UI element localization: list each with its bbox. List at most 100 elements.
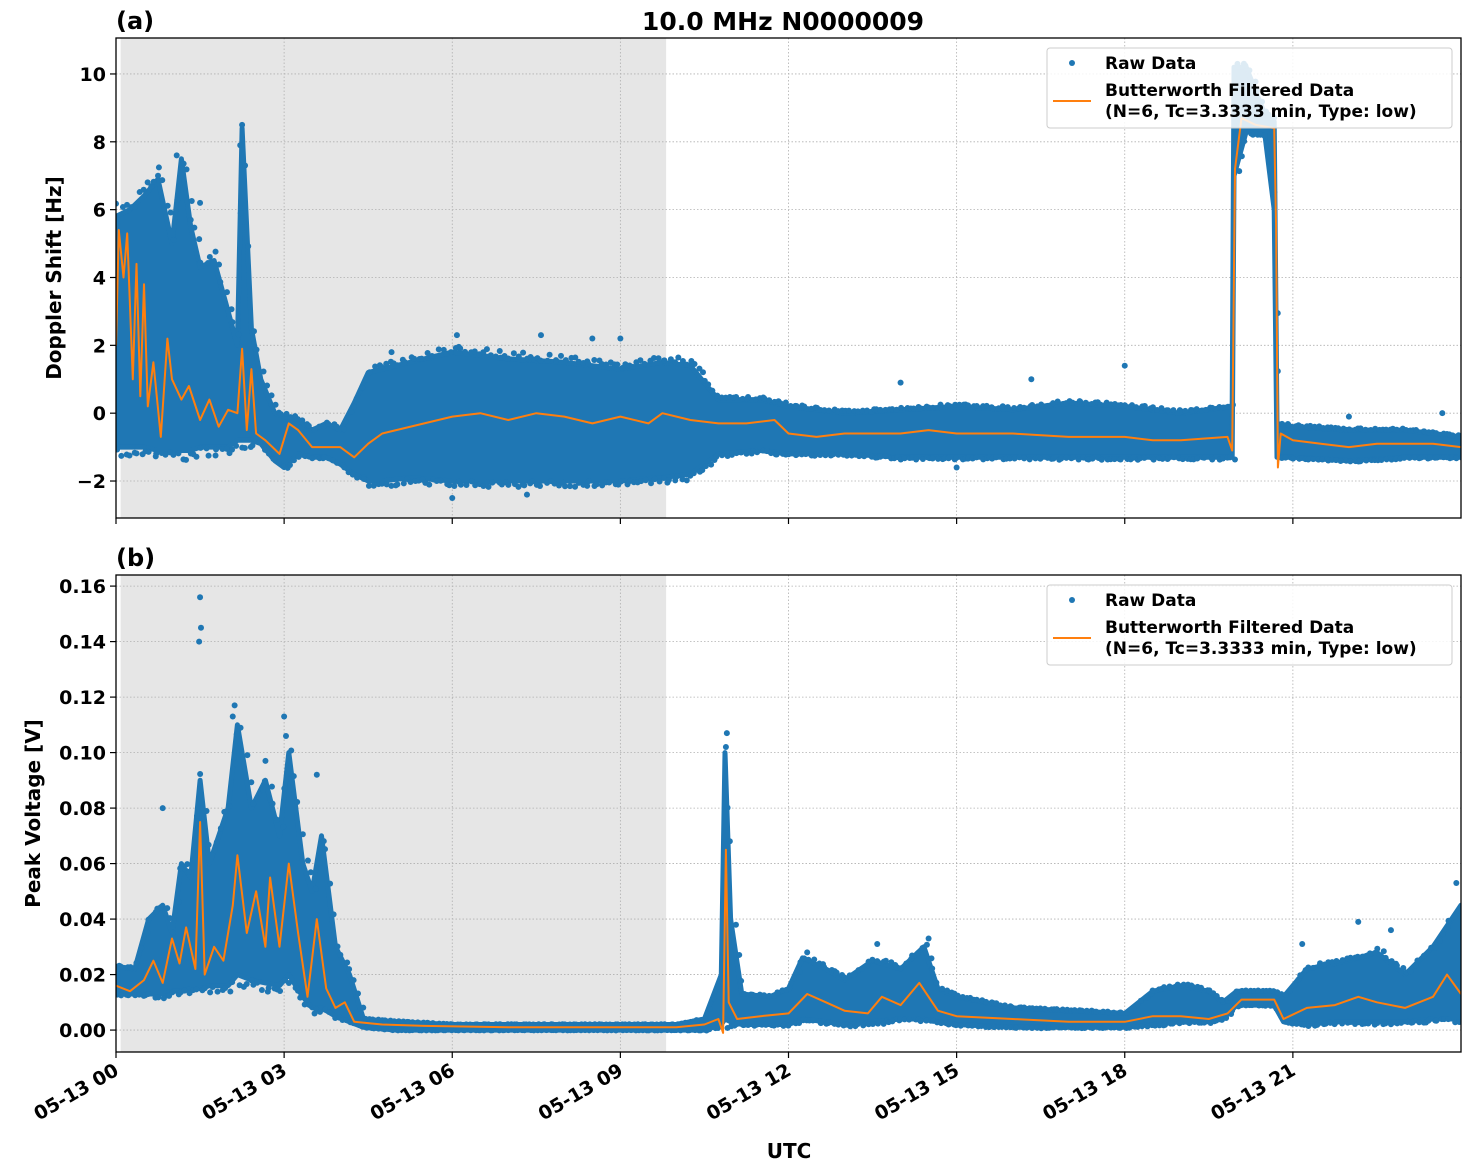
raw-data-point: [1179, 456, 1186, 463]
raw-data-point: [272, 401, 279, 408]
raw-data-point: [305, 422, 312, 429]
raw-data-point: [369, 1016, 376, 1023]
raw-data-point: [745, 394, 752, 401]
raw-data-point: [204, 260, 211, 267]
raw-data-point: [1382, 954, 1389, 961]
raw-data-point: [1218, 996, 1225, 1003]
raw-data-point: [354, 474, 361, 481]
raw-data-point: [365, 482, 372, 489]
panel-label: (b): [116, 544, 155, 572]
raw-data-point: [344, 959, 351, 966]
raw-data-point: [262, 757, 269, 764]
raw-data-point: [614, 1021, 621, 1028]
raw-data-point: [229, 713, 236, 720]
raw-data-point: [169, 929, 176, 936]
raw-data-point: [414, 1019, 421, 1026]
raw-data-point: [294, 987, 301, 994]
raw-data-point: [841, 974, 848, 981]
raw-data-point: [733, 393, 740, 400]
raw-data-point: [261, 778, 268, 785]
raw-data-point: [269, 800, 276, 807]
raw-data-point: [553, 1027, 560, 1034]
raw-data-point: [1363, 457, 1370, 464]
raw-data-point: [811, 956, 818, 963]
raw-data-point: [1317, 960, 1324, 967]
raw-data-point: [221, 808, 228, 815]
raw-data-point: [193, 986, 200, 993]
x-tick-label: 05-13 00: [30, 1059, 122, 1125]
raw-data-point: [400, 480, 407, 487]
raw-data-point: [1161, 984, 1168, 991]
raw-data-point: [952, 401, 959, 408]
raw-data-point: [797, 959, 804, 966]
raw-data-point: [665, 477, 672, 484]
raw-data-point: [265, 450, 272, 457]
raw-data-point: [334, 943, 341, 950]
raw-data-point: [340, 426, 347, 433]
raw-data-point: [258, 987, 265, 994]
raw-data-point: [683, 361, 690, 368]
raw-data-point: [560, 1027, 567, 1034]
raw-data-point: [451, 483, 458, 490]
raw-data-point: [316, 423, 323, 430]
raw-data-point: [909, 952, 916, 959]
raw-data-point: [674, 473, 681, 480]
raw-data-point: [261, 446, 268, 453]
raw-data-point: [1444, 924, 1451, 931]
raw-data-point: [1305, 964, 1312, 971]
y-axis-label: Peak Voltage [V]: [21, 719, 45, 908]
x-axis-label: UTC: [767, 1139, 812, 1163]
raw-data-point: [290, 457, 297, 464]
raw-data-point: [1011, 455, 1018, 462]
raw-data-point: [184, 861, 191, 868]
raw-data-point: [1078, 1007, 1085, 1014]
raw-data-point: [162, 451, 169, 458]
raw-data-point: [598, 1021, 605, 1028]
raw-data-point: [1121, 362, 1128, 369]
panel-a-doppler-shift: −2 0 2 4 6 8 10 Doppler Shift [Hz] (a) Raw Data Bu…: [42, 7, 1462, 524]
raw-data-point: [732, 921, 739, 928]
raw-data-point: [738, 449, 745, 456]
raw-data-point: [409, 1027, 416, 1034]
raw-data-point: [1037, 455, 1044, 462]
raw-data-point: [973, 454, 980, 461]
raw-data-point: [348, 408, 355, 415]
raw-data-point: [782, 399, 789, 406]
raw-data-point: [1432, 944, 1439, 951]
raw-data-point: [677, 1027, 684, 1034]
raw-data-point: [1282, 454, 1289, 461]
raw-data-point: [1202, 406, 1209, 413]
raw-data-point: [1162, 1021, 1169, 1028]
raw-data-point: [1347, 458, 1354, 465]
raw-data-point: [1374, 945, 1381, 952]
raw-data-point: [1165, 455, 1172, 462]
raw-data-point: [954, 992, 961, 999]
raw-data-point: [1413, 426, 1420, 433]
raw-data-point: [175, 450, 182, 457]
raw-data-point: [497, 1021, 504, 1028]
raw-data-point: [939, 985, 946, 992]
raw-data-point: [304, 857, 311, 864]
raw-data-point: [869, 956, 876, 963]
raw-data-point: [572, 483, 579, 490]
raw-data-point: [132, 965, 139, 972]
raw-data-point: [743, 450, 750, 457]
raw-data-point: [1097, 401, 1104, 408]
raw-data-point: [983, 998, 990, 1005]
raw-data-point: [355, 990, 362, 997]
raw-data-point: [566, 483, 573, 490]
raw-data-point: [537, 332, 544, 339]
legend-entry: Butterworth Filtered Data: [1105, 81, 1354, 101]
raw-data-point: [699, 467, 706, 474]
raw-data-point: [572, 354, 579, 361]
raw-data-point: [957, 1022, 964, 1029]
raw-data-point: [203, 445, 210, 452]
raw-data-point: [244, 752, 251, 759]
raw-data-point: [877, 406, 884, 413]
raw-data-point: [882, 453, 889, 460]
y-tick-label: 0.04: [59, 909, 106, 931]
raw-data-point: [280, 823, 287, 830]
raw-data-point: [1021, 1004, 1028, 1011]
raw-data-point: [468, 478, 475, 485]
raw-data-point: [1387, 927, 1394, 934]
